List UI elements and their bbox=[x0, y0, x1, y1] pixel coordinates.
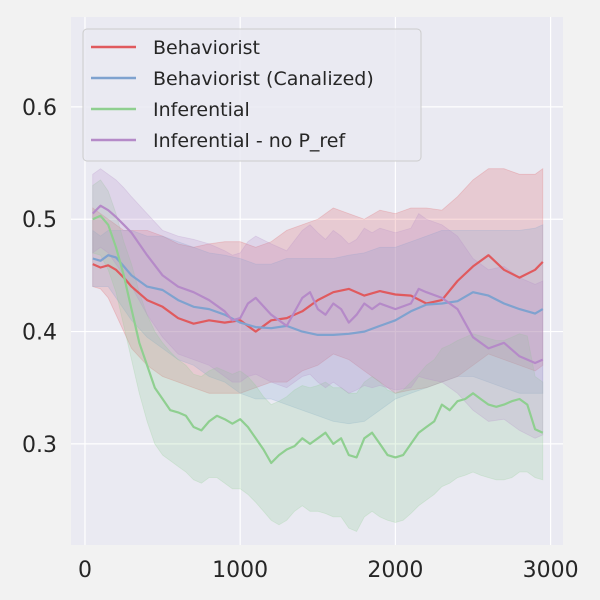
x-tick-label: 2000 bbox=[367, 558, 423, 583]
x-tick-label: 1000 bbox=[212, 558, 268, 583]
y-tick-label: 0.4 bbox=[22, 321, 57, 346]
legend-item: Inferential - no P_ref bbox=[91, 130, 346, 152]
legend-box bbox=[82, 28, 422, 162]
x-tick-label: 0 bbox=[78, 558, 92, 583]
legend-label: Behaviorist bbox=[153, 37, 260, 59]
x-axis-ticks: 0 1000 2000 3000 bbox=[78, 558, 579, 583]
legend-item: Behaviorist bbox=[91, 37, 260, 59]
series-line-3 bbox=[91, 204, 544, 365]
series-line-1 bbox=[92, 254, 544, 336]
legend-label: Inferential bbox=[153, 99, 250, 121]
legend-label: Inferential - no P_ref bbox=[153, 130, 346, 152]
band-1 bbox=[92, 224, 544, 425]
series-line-2 bbox=[92, 214, 544, 465]
legend-item: Inferential bbox=[91, 99, 250, 121]
y-axis-ticks: 0.3 0.4 0.5 0.6 bbox=[22, 96, 57, 458]
confidence-bands bbox=[92, 167, 544, 533]
band-3 bbox=[92, 168, 544, 439]
x-tick-label: 3000 bbox=[523, 558, 579, 583]
legend-item: Behaviorist (Canalized) bbox=[91, 68, 374, 90]
band-2 bbox=[92, 179, 544, 533]
series-line-0 bbox=[92, 254, 544, 333]
legend: Behaviorist Behaviorist (Canalized) Infere… bbox=[82, 28, 422, 162]
legend-label: Behaviorist (Canalized) bbox=[153, 68, 374, 90]
band-0 bbox=[92, 167, 544, 394]
series-lines bbox=[91, 204, 544, 465]
y-tick-label: 0.5 bbox=[22, 208, 57, 233]
y-tick-label: 0.6 bbox=[22, 96, 57, 121]
y-tick-label: 0.3 bbox=[22, 433, 57, 458]
